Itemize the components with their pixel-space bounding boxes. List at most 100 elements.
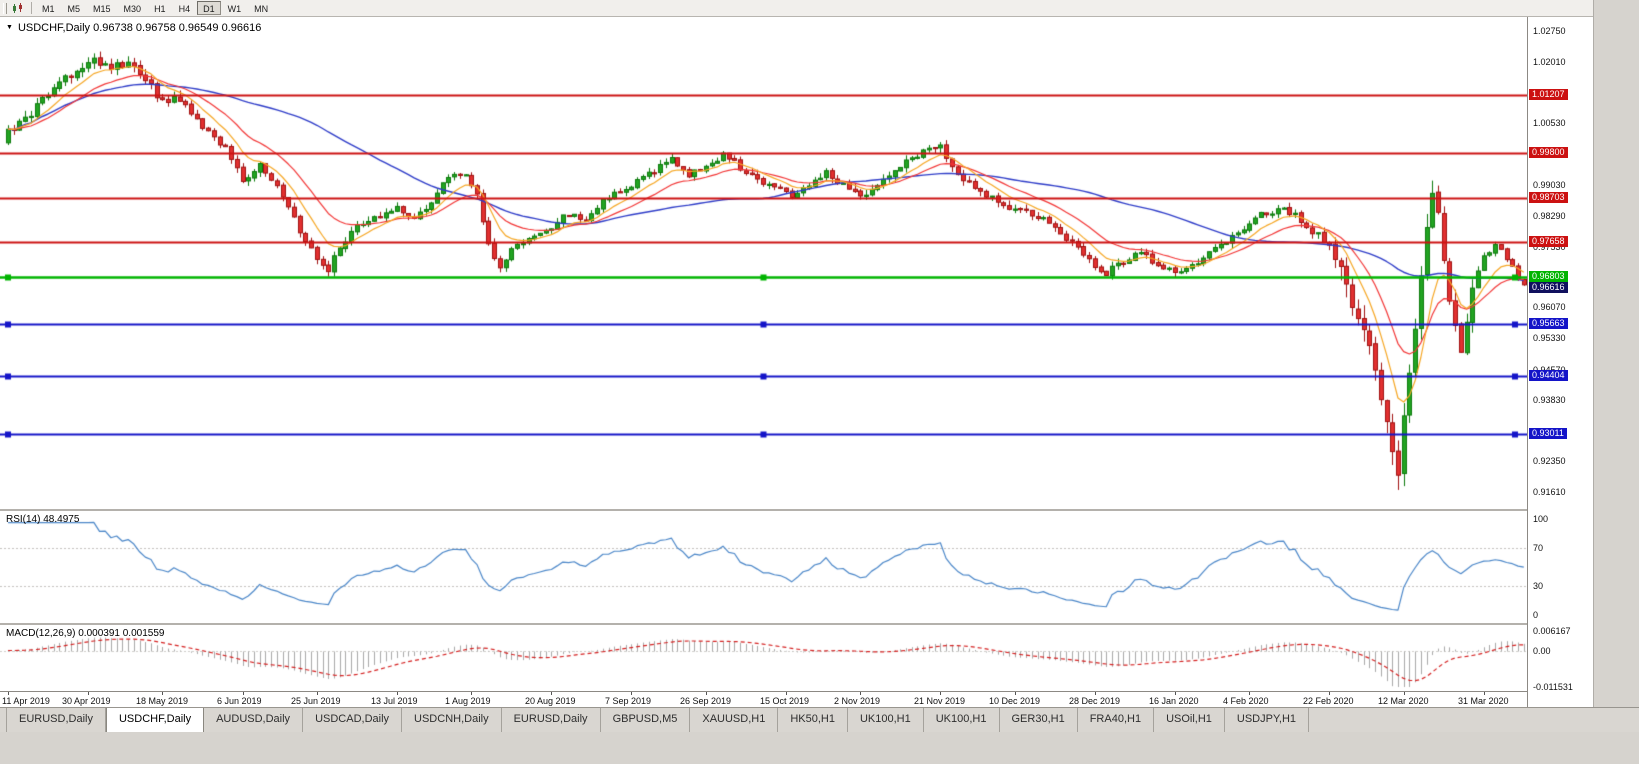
- time-axis-tick: [1484, 692, 1485, 695]
- time-axis-tick: [471, 692, 472, 695]
- panel-divider[interactable]: [0, 623, 1527, 625]
- timeframe-button-MN[interactable]: MN: [254, 4, 269, 14]
- chart-tab-USOil-H1[interactable]: USOil,H1: [1154, 708, 1225, 732]
- price-line-tag-0.96803: 0.96803: [1529, 271, 1568, 282]
- price-axis-tick: 0.93830: [1533, 395, 1566, 405]
- time-axis-label: 6 Jun 2019: [217, 696, 262, 706]
- time-axis-label: 11 Apr 2019: [2, 696, 50, 706]
- chart-tab-bar: EURUSD,Daily USDCHF,Daily AUDUSD,Daily USDC…: [0, 707, 1639, 732]
- timeframe-button-M1[interactable]: M1: [42, 4, 55, 14]
- time-axis-tick: [1175, 692, 1176, 695]
- time-axis-label: 18 May 2019: [136, 696, 189, 706]
- toolbar-separator: [31, 2, 32, 14]
- time-axis-tick: [1095, 692, 1096, 695]
- price-line-tag-0.99800: 0.99800: [1529, 147, 1568, 158]
- panel-divider[interactable]: [0, 509, 1527, 511]
- timeframe-button-M30[interactable]: M30: [123, 4, 142, 14]
- time-axis-label: 28 Dec 2019: [1069, 696, 1121, 706]
- time-axis[interactable]: 11 Apr 2019 30 Apr 2019 18 May 2019 6 Jun 2…: [0, 691, 1527, 707]
- rsi-indicator-label: RSI(14) 48.4975: [6, 514, 80, 525]
- time-axis-tick: [8, 692, 9, 695]
- price-line-tag-0.98703: 0.98703: [1529, 192, 1568, 203]
- rsi-scale-label: 100: [1533, 514, 1549, 524]
- symbol-ohlc-text: USDCHF,Daily 0.96738 0.96758 0.96549 0.9…: [17, 22, 262, 34]
- price-axis-tick: 0.98290: [1533, 211, 1566, 221]
- time-axis-tick: [162, 692, 163, 695]
- time-axis-label: 26 Sep 2019: [680, 696, 732, 706]
- macd-scale-label: 0.006167: [1533, 626, 1571, 636]
- price-axis[interactable]: 1.02750 1.02010 1.00530 0.99030 0.98290 0.975…: [1527, 17, 1593, 707]
- time-axis-tick: [860, 692, 861, 695]
- time-axis-label: 16 Jan 2020: [1149, 696, 1199, 706]
- price-line-tag-0.97658: 0.97658: [1529, 236, 1568, 247]
- price-line-tag-0.95663: 0.95663: [1529, 318, 1568, 329]
- time-axis-label: 4 Feb 2020: [1223, 696, 1269, 706]
- price-line-tag-0.94404: 0.94404: [1529, 370, 1568, 381]
- rsi-scale-label: 30: [1533, 581, 1544, 591]
- price-axis-tick: 0.91610: [1533, 487, 1566, 497]
- macd-scale-label: -0.011531: [1533, 682, 1573, 692]
- time-axis-tick: [317, 692, 318, 695]
- time-axis-label: 13 Jul 2019: [371, 696, 418, 706]
- chart-tab-GER30-H1[interactable]: GER30,H1: [1000, 708, 1078, 732]
- timeframe-button-W1[interactable]: W1: [227, 4, 242, 14]
- window-bottom-strip: [0, 732, 1639, 764]
- time-axis-label: 30 Apr 2019: [62, 696, 111, 706]
- chart-tab-USDJPY-H1[interactable]: USDJPY,H1: [1225, 708, 1310, 732]
- timeframe-toolbar: M1 M5 M15 M30 H1 H4 D1 W1 MN: [0, 0, 1639, 17]
- price-axis-tick: 0.95330: [1533, 333, 1566, 343]
- chart-tab-UK100-H1[interactable]: UK100,H1: [924, 708, 1000, 732]
- price-axis-tick: 1.02750: [1533, 26, 1566, 36]
- time-axis-label: 7 Sep 2019: [605, 696, 652, 706]
- time-axis-label: 22 Feb 2020: [1303, 696, 1354, 706]
- chart-tab-EURUSD-Daily[interactable]: EURUSD,Daily: [6, 708, 106, 732]
- timeframe-button-M5[interactable]: M5: [67, 4, 81, 14]
- time-axis-label: 2 Nov 2019: [834, 696, 881, 706]
- rsi-scale-label: 70: [1533, 543, 1544, 553]
- time-axis-tick: [243, 692, 244, 695]
- rsi-panel-canvas[interactable]: [0, 511, 1527, 623]
- time-axis-tick: [1249, 692, 1250, 695]
- timeframe-button-H1[interactable]: H1: [154, 4, 166, 14]
- macd-indicator-label: MACD(12,26,9) 0.000391 0.001559: [6, 628, 165, 639]
- price-axis-tick: 0.92350: [1533, 456, 1566, 466]
- time-axis-label: 31 Mar 2020: [1458, 696, 1509, 706]
- time-axis-label: 10 Dec 2019: [989, 696, 1041, 706]
- chart-tab-XAUUSD-H1[interactable]: XAUUSD,H1: [690, 708, 779, 732]
- time-axis-tick: [1015, 692, 1016, 695]
- chart-tab-USDCNH-Daily[interactable]: USDCNH,Daily: [402, 708, 502, 732]
- time-axis-tick: [1404, 692, 1405, 695]
- timeframe-button-H4[interactable]: H4: [178, 4, 191, 14]
- time-axis-label: 21 Nov 2019: [914, 696, 966, 706]
- time-axis-tick: [940, 692, 941, 695]
- time-axis-label: 1 Aug 2019: [445, 696, 491, 706]
- price-axis-tick: 1.02010: [1533, 57, 1566, 67]
- rsi-scale-label: 0: [1533, 610, 1539, 620]
- chart-tab-AUDUSD-Daily[interactable]: AUDUSD,Daily: [204, 708, 304, 732]
- chart-tab-HK50-H1[interactable]: HK50,H1: [778, 708, 848, 732]
- price-axis-tick: 0.96070: [1533, 302, 1566, 312]
- price-axis-tick: 1.00530: [1533, 118, 1566, 128]
- chart-tab-GBPUSD-M5[interactable]: GBPUSD,M5: [601, 708, 691, 732]
- chart-tab-UK100-H1[interactable]: UK100,H1: [848, 708, 924, 732]
- time-axis-label: 20 Aug 2019: [525, 696, 576, 706]
- symbol-dropdown-icon[interactable]: ▼: [6, 24, 13, 31]
- chart-tab-USDCHF-Daily[interactable]: USDCHF,Daily: [105, 708, 205, 732]
- chart-tab-EURUSD-Daily[interactable]: EURUSD,Daily: [502, 708, 601, 732]
- price-chart-canvas[interactable]: [0, 17, 1527, 509]
- timeframe-button-D1[interactable]: D1: [197, 1, 221, 15]
- toolbar-grip[interactable]: [3, 2, 7, 14]
- candlestick-chart-icon[interactable]: [11, 2, 25, 14]
- time-axis-label: 15 Oct 2019: [760, 696, 810, 706]
- time-axis-tick: [88, 692, 89, 695]
- timeframe-button-M15[interactable]: M15: [93, 4, 111, 14]
- time-axis-tick: [706, 692, 707, 695]
- macd-scale-label: 0.00: [1533, 646, 1551, 656]
- price-line-tag-0.93011: 0.93011: [1529, 428, 1567, 439]
- time-axis-label: 25 Jun 2019: [291, 696, 341, 706]
- price-line-tag-1.01207: 1.01207: [1529, 89, 1568, 100]
- chart-tab-FRA40-H1[interactable]: FRA40,H1: [1078, 708, 1155, 732]
- chart-tab-USDCAD-Daily[interactable]: USDCAD,Daily: [303, 708, 403, 732]
- macd-panel-canvas[interactable]: [0, 625, 1527, 691]
